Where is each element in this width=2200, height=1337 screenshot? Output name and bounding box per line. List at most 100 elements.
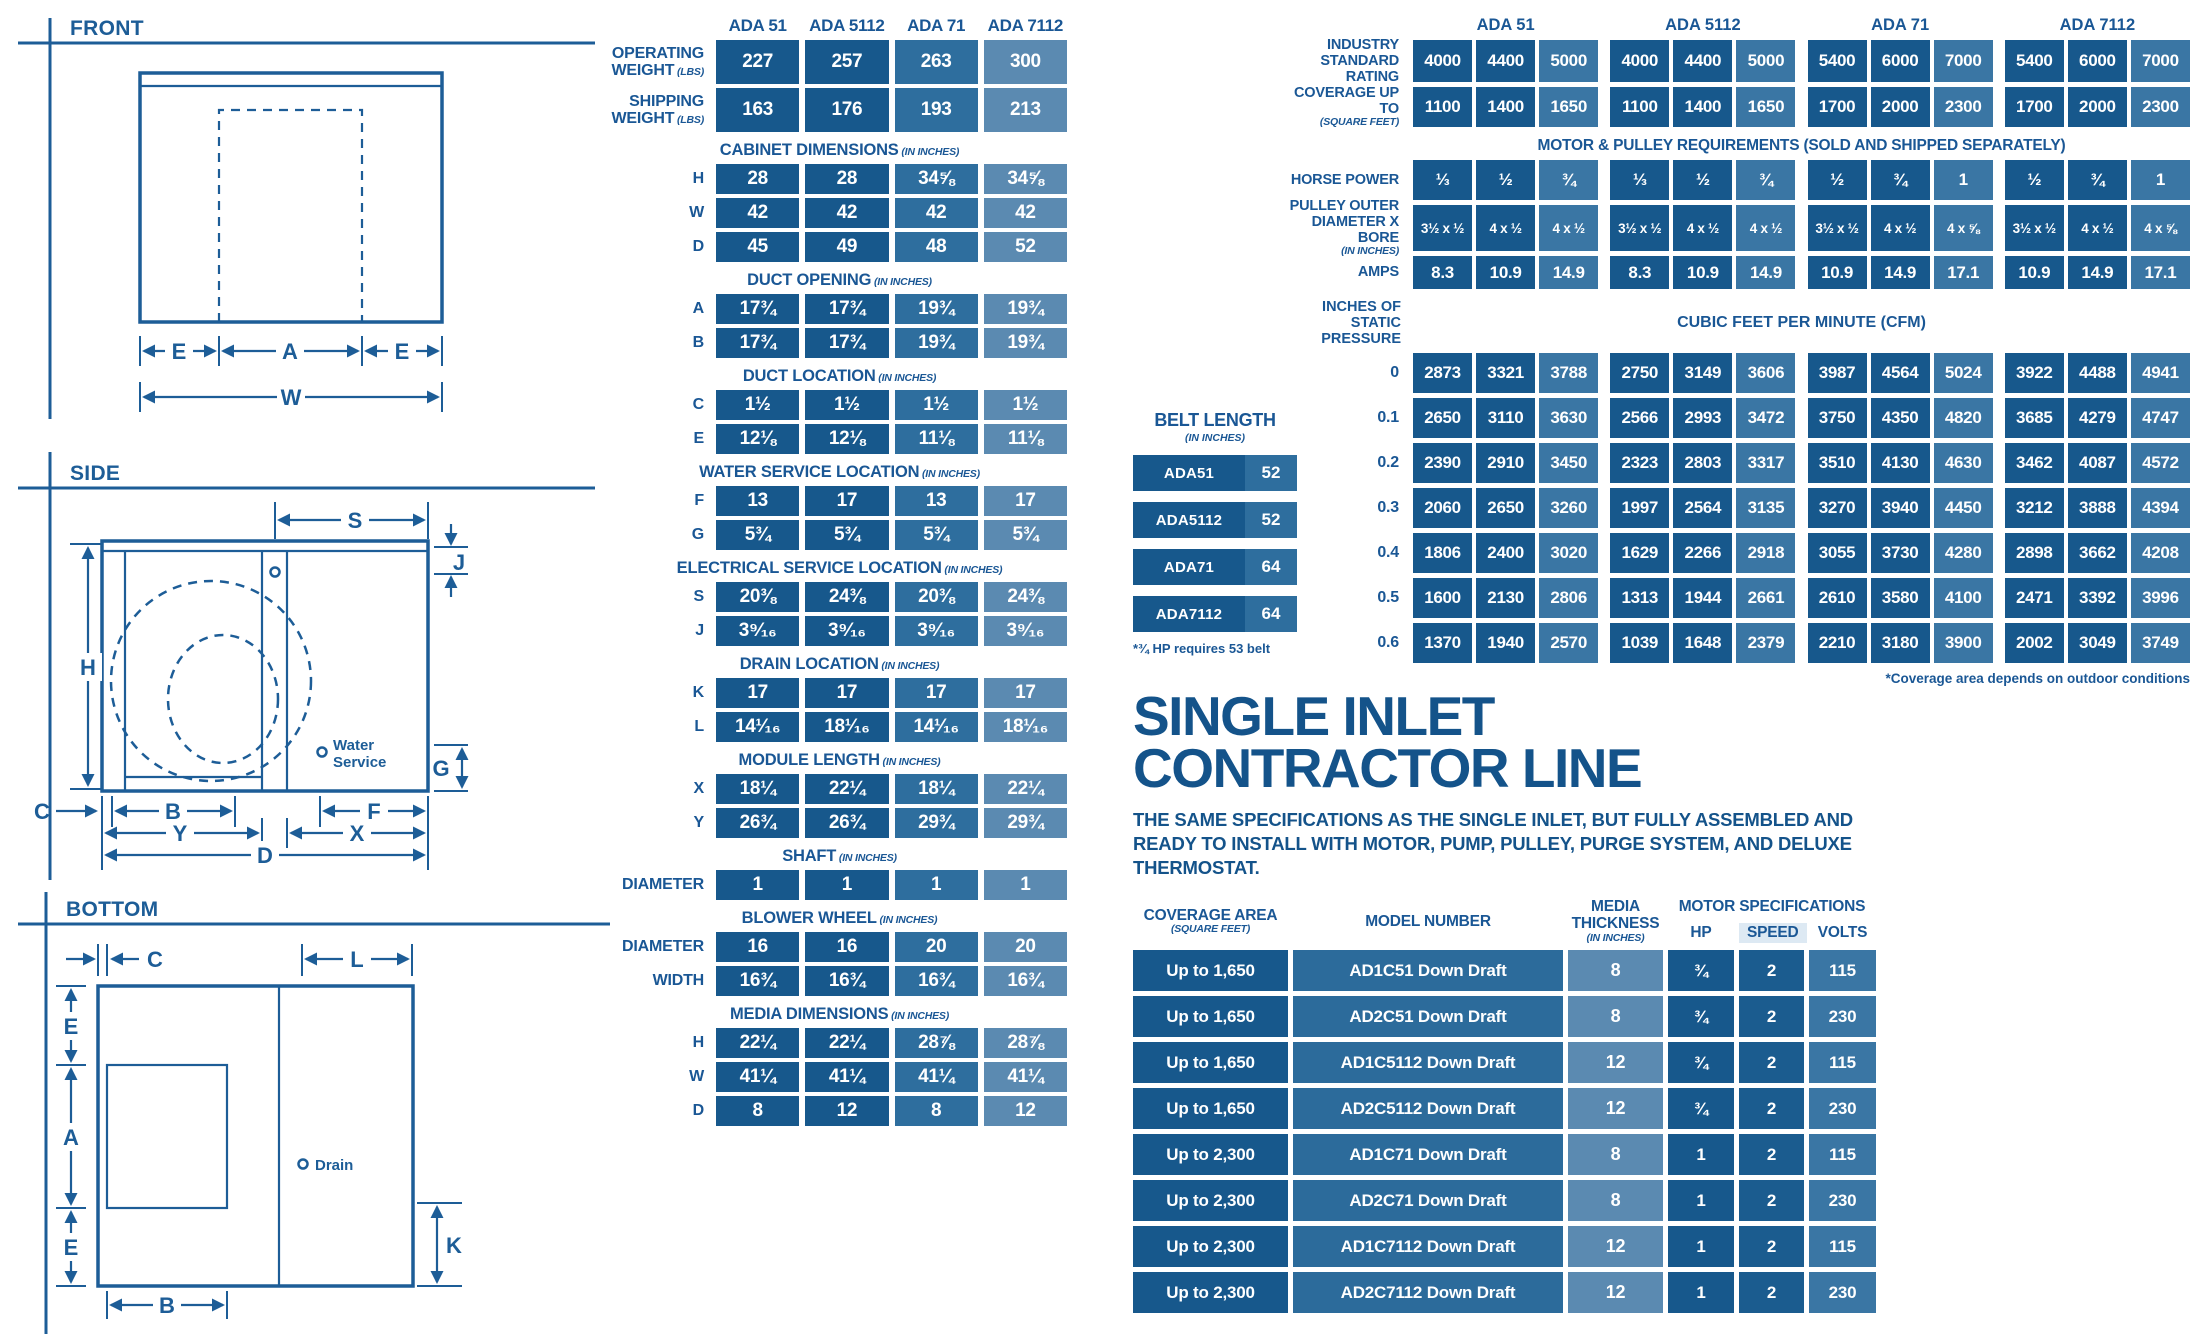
cfm-cell: 3900	[1933, 622, 1993, 663]
spec-cell: 300	[983, 40, 1067, 84]
motor-row-cell: 14.9	[1539, 256, 1599, 289]
cfm-cell: 4208	[2130, 532, 2190, 573]
spec-cell: 29¾	[983, 808, 1067, 838]
perf-column-header-ada5112: ADA 5112	[1665, 16, 1741, 34]
rating-row-cell: 5400	[1807, 40, 1867, 82]
spec-cell: 5¾	[805, 520, 889, 550]
cfm-cell: 2650	[1476, 487, 1536, 528]
cfm-cell: 4564	[1870, 352, 1930, 393]
cfm-cell: 3730	[1870, 532, 1930, 573]
spec-cell: 28⅞	[983, 1028, 1067, 1058]
spec-section-title: BLOWER WHEEL (IN INCHES)	[612, 909, 1067, 928]
spec-section-title: MEDIA DIMENSIONS (IN INCHES)	[612, 1005, 1067, 1024]
cfm-cell: 3749	[2130, 622, 2190, 663]
rating-row-cell: 4400	[1476, 40, 1536, 82]
bottom-dim-e-bottom: E	[57, 1210, 85, 1284]
cfm-cell: 3049	[2067, 622, 2127, 663]
motor-row: HORSE POWER ⅓ ½ ¾ ⅓ ½ ¾ ½ ¾ 1 ½ ¾ 1	[1283, 160, 2190, 200]
spec-cell: 42	[805, 198, 889, 228]
belt-length-table: BELT LENGTH (IN INCHES) ADA51 52 ADA5112 52…	[1133, 410, 1297, 656]
spec-cell: 17	[805, 678, 889, 708]
cfm-group: 3055 3730 4280	[1807, 532, 1993, 573]
spec-cell: 227	[716, 40, 800, 84]
contractor-cell-media: 8	[1568, 1180, 1663, 1222]
spec-row: A 17¾ 17¾ 19¾ 19¾	[612, 294, 1067, 324]
contractor-cell-media: 12	[1568, 1272, 1663, 1314]
drain-hole-icon	[297, 1158, 309, 1170]
cfm-cell: 4450	[1933, 487, 1993, 528]
side-dim-s: S	[274, 502, 429, 539]
motor-row-cell: 10.9	[1476, 256, 1536, 289]
rating-row-cell: 7000	[2130, 40, 2190, 82]
side-dim-ticks-bottom	[101, 796, 429, 870]
spec-cell: 24⅜	[983, 582, 1067, 612]
bottom-dim-l-label: L	[350, 947, 363, 972]
spec-row-label: A	[612, 294, 710, 324]
spec-cell: 20	[894, 932, 978, 962]
motor-row-cell: ⅓	[1413, 160, 1473, 200]
contractor-cell-hp: 1	[1668, 1226, 1734, 1268]
spec-cell: 28	[716, 164, 800, 194]
spec-section-title-text: SHAFT	[782, 847, 837, 865]
spec-cell: 14¹⁄₁₆	[716, 712, 800, 742]
cfm-cell: 3788	[1539, 352, 1599, 393]
rating-row-cell: 1100	[1610, 87, 1670, 127]
spec-row-label-text: WIDTH	[652, 972, 705, 990]
cfm-cell: 1600	[1413, 577, 1473, 618]
cfm-cell: 3055	[1807, 532, 1867, 573]
cfm-cell: 2400	[1476, 532, 1536, 573]
cfm-cell: 1370	[1413, 622, 1473, 663]
cfm-cell: 3996	[2130, 577, 2190, 618]
front-frame-rule	[18, 18, 595, 419]
rating-row-cell: 1100	[1413, 87, 1473, 127]
cfm-group: 2873 3321 3788	[1413, 352, 1599, 393]
belt-length-title: BELT LENGTH	[1154, 410, 1276, 430]
cfm-cell: 2130	[1476, 577, 1536, 618]
cfm-cell: 2610	[1807, 577, 1867, 618]
contractor-cell-volts: 115	[1809, 950, 1876, 992]
side-dim-j: J	[434, 524, 468, 597]
cfm-group: 1629 2266 2918	[1610, 532, 1796, 573]
spec-section-title: WATER SERVICE LOCATION (IN INCHES)	[612, 463, 1067, 482]
cfm-cell: 1313	[1610, 577, 1670, 618]
cfm-cell: 3135	[1736, 487, 1796, 528]
motor-row-cell: 3½ x ½	[1807, 205, 1867, 251]
spec-cell: 42	[983, 198, 1067, 228]
motor-pulley-band-title: MOTOR & PULLEY REQUIREMENTS	[1537, 137, 1800, 154]
belt-row: ADA71 64	[1133, 549, 1297, 585]
contractor-cell-hp: 1	[1668, 1134, 1734, 1176]
cfm-cell: 2803	[1673, 442, 1733, 483]
spec-cell: 22¼	[805, 1028, 889, 1058]
spec-section-title-unit: (IN INCHES)	[875, 372, 937, 384]
front-dim-e-right: E	[364, 337, 440, 365]
cfm-pressure-label: 0.4	[1377, 543, 1399, 561]
rating-row-cell: 1650	[1539, 87, 1599, 127]
spec-cell: 16	[805, 932, 889, 962]
contractor-row: Up to 1,650 AD2C51 Down Draft 8 ¾ 2 230	[1133, 996, 1890, 1038]
contractor-cell-media: 12	[1568, 1226, 1663, 1268]
spec-section-title-text: DUCT OPENING	[747, 271, 872, 289]
cfm-cell: 4630	[1933, 442, 1993, 483]
side-dim-h: H	[70, 543, 103, 790]
motor-specifications-header: MOTOR SPECIFICATIONS	[1678, 898, 1866, 915]
spec-row-label-text: W	[689, 204, 704, 222]
spec-table-header: ADA 51 ADA 5112 ADA 71 ADA 7112	[612, 16, 1067, 36]
cfm-cell: 3685	[2004, 397, 2064, 438]
spec-header-spacer	[612, 16, 710, 36]
spec-cell: 16	[716, 932, 800, 962]
spec-cell: 13	[894, 486, 978, 516]
cfm-row: 0.1 2650 3110 3630 2566 2993 3472 3750 4350 4820 3…	[1283, 397, 2190, 438]
bottom-dim-b-label: B	[159, 1293, 175, 1318]
cfm-row: 0.5 1600 2130 2806 1313 1944 2661 2610 3580 4100 2…	[1283, 577, 2190, 618]
spec-row: C 1½ 1½ 1½ 1½	[612, 390, 1067, 420]
cfm-cell: 3750	[1807, 397, 1867, 438]
spec-section-title-text: WATER SERVICE LOCATION	[699, 463, 920, 481]
spec-section-title: CABINET DIMENSIONS (IN INCHES)	[612, 141, 1067, 160]
motor-row-cell: 14.9	[1870, 256, 1930, 289]
motor-row-cell: ¾	[1870, 160, 1930, 200]
cfm-cell: 3940	[1870, 487, 1930, 528]
cfm-group: 1600 2130 2806	[1413, 577, 1599, 618]
contractor-cell-model: AD1C51 Down Draft	[1293, 950, 1563, 992]
belt-length-value: 64	[1245, 549, 1297, 585]
spec-row-label: F	[612, 486, 710, 516]
